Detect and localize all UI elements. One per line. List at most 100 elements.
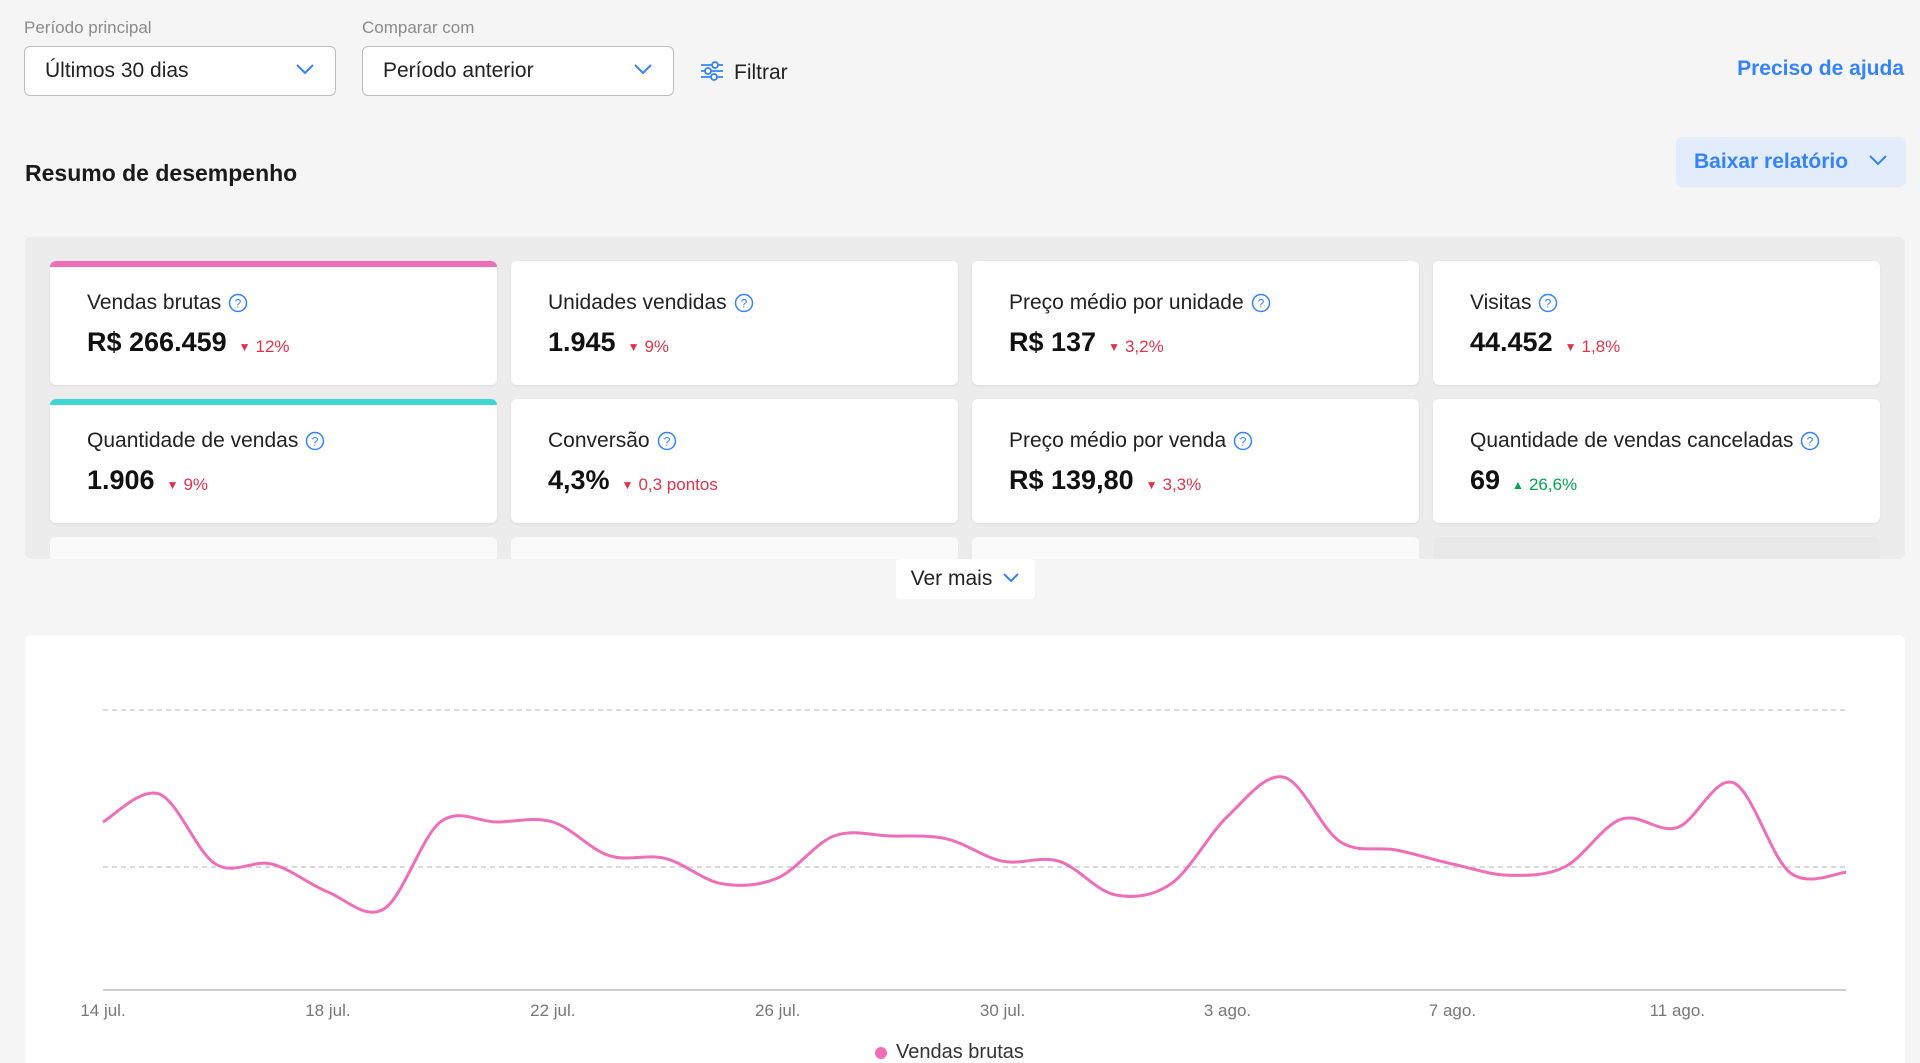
- metric-card-placeholder: [1433, 537, 1880, 559]
- metric-card[interactable]: Conversão ? 4,3% ▼ 0,3 pontos: [511, 399, 958, 523]
- metric-row: 1.945 ▼ 9%: [548, 327, 958, 358]
- triangle-down-icon: ▼: [166, 478, 179, 492]
- svg-text:?: ?: [663, 435, 670, 449]
- metric-delta: ▼ 9%: [167, 475, 208, 495]
- compare-period-field: Comparar com Período anterior: [362, 18, 674, 96]
- compare-period-label: Comparar com: [362, 18, 475, 37]
- sales-line-chart: 14 jul. 18 jul. 22 jul. 26 jul. 30 jul. 3 ago…: [80, 709, 1847, 1020]
- legend-dot: [875, 1046, 887, 1059]
- help-icon[interactable]: ?: [1233, 431, 1253, 451]
- svg-text:?: ?: [1545, 297, 1552, 311]
- legend-label: Vendas brutas: [896, 1041, 1024, 1063]
- help-icon[interactable]: ?: [1251, 293, 1271, 313]
- metric-label: Preço médio por unidade: [1009, 291, 1244, 314]
- primary-period-select[interactable]: Últimos 30 dias: [24, 46, 336, 96]
- filters-bar: Período principal Últimos 30 dias Compar…: [24, 18, 788, 96]
- help-icon[interactable]: ?: [657, 431, 677, 451]
- metric-card[interactable]: Vendas brutas ? R$ 266.459 ▼ 12%: [50, 261, 497, 385]
- metric-card[interactable]: Quantidade de vendas ? 1.906 ▼ 9%: [50, 399, 497, 523]
- help-link[interactable]: Preciso de ajuda: [1737, 57, 1904, 80]
- metric-row: 69 ▲ 26,6%: [1470, 465, 1880, 496]
- chevron-down-icon: [1002, 570, 1020, 588]
- filter-label: Filtrar: [734, 61, 788, 84]
- svg-text:?: ?: [312, 435, 319, 449]
- metric-label: Vendas brutas: [87, 291, 222, 314]
- metric-value: R$ 266.459: [87, 327, 227, 357]
- metric-row: 1.906 ▼ 9%: [87, 465, 497, 496]
- x-tick-label: 3 ago.: [1204, 1001, 1251, 1020]
- metric-card[interactable]: Quantidade de vendas canceladas ? 69 ▲ 2…: [1433, 399, 1880, 523]
- metric-value: 1.945: [548, 327, 616, 357]
- metric-delta: ▼ 1,8%: [1565, 337, 1621, 357]
- metric-label: Visitas: [1470, 291, 1532, 314]
- metric-value: R$ 139,80: [1009, 465, 1134, 495]
- metric-value: 4,3%: [548, 465, 610, 495]
- help-icon[interactable]: ?: [305, 431, 325, 451]
- metric-label: Preço médio por venda: [1009, 429, 1227, 452]
- primary-period-label: Período principal: [24, 18, 152, 37]
- metric-title: Vendas brutas ?: [87, 291, 497, 315]
- help-icon[interactable]: ?: [1800, 431, 1820, 451]
- metric-label: Quantidade de vendas canceladas: [1470, 429, 1794, 452]
- compare-period-value: Período anterior: [383, 59, 534, 82]
- x-tick-label: 18 jul.: [305, 1001, 350, 1020]
- see-more-button[interactable]: Ver mais: [896, 559, 1035, 599]
- metric-delta-value: 1,8%: [1581, 337, 1621, 356]
- metric-label: Conversão: [548, 429, 650, 452]
- help-icon[interactable]: ?: [1538, 293, 1558, 313]
- metric-value: 44.452: [1470, 327, 1553, 357]
- metric-card[interactable]: Preço médio por unidade ? R$ 137 ▼ 3,2%: [972, 261, 1419, 385]
- metric-value: 69: [1470, 465, 1501, 495]
- card-accent-bar: [50, 261, 497, 267]
- see-more-label: Ver mais: [910, 567, 993, 590]
- help-icon[interactable]: ?: [228, 293, 248, 313]
- metric-value: R$ 137: [1009, 327, 1097, 357]
- metric-delta: ▼ 0,3 pontos: [622, 475, 718, 495]
- metric-title: Unidades vendidas ?: [548, 291, 958, 315]
- metric-title: Quantidade de vendas ?: [87, 429, 497, 453]
- metric-delta: ▼ 12%: [239, 337, 290, 357]
- metric-card-placeholder: [972, 537, 1419, 559]
- metric-card[interactable]: Visitas ? 44.452 ▼ 1,8%: [1433, 261, 1880, 385]
- metric-delta-value: 9%: [644, 337, 670, 356]
- svg-text:?: ?: [1807, 435, 1814, 449]
- metric-delta: ▼ 9%: [628, 337, 669, 357]
- compare-period-select[interactable]: Período anterior: [362, 46, 674, 96]
- metric-delta-value: 3,2%: [1124, 337, 1164, 356]
- metric-row: R$ 266.459 ▼ 12%: [87, 327, 497, 358]
- metric-row: 4,3% ▼ 0,3 pontos: [548, 465, 958, 496]
- card-accent-bar: [50, 399, 497, 405]
- metric-card[interactable]: Unidades vendidas ? 1.945 ▼ 9%: [511, 261, 958, 385]
- download-report-button[interactable]: Baixar relatório: [1676, 137, 1906, 187]
- triangle-down-icon: ▼: [627, 340, 640, 354]
- primary-period-field: Período principal Últimos 30 dias: [24, 18, 336, 96]
- sales-chart-panel: 14 jul. 18 jul. 22 jul. 26 jul. 30 jul. 3 ago…: [25, 635, 1905, 1063]
- svg-text:?: ?: [1257, 297, 1264, 311]
- metric-title: Visitas ?: [1470, 291, 1880, 315]
- svg-text:?: ?: [235, 297, 242, 311]
- metric-delta: ▲ 26,6%: [1512, 475, 1577, 495]
- metric-row: R$ 137 ▼ 3,2%: [1009, 327, 1419, 358]
- metric-delta-value: 26,6%: [1528, 475, 1578, 494]
- filter-button[interactable]: Filtrar: [700, 56, 788, 90]
- metric-delta-value: 12%: [255, 337, 290, 356]
- metric-delta-value: 9%: [183, 475, 209, 494]
- chevron-down-icon: [1868, 153, 1888, 171]
- triangle-down-icon: ▼: [621, 478, 634, 492]
- chevron-down-icon: [633, 62, 653, 80]
- metric-card[interactable]: Preço médio por venda ? R$ 139,80 ▼ 3,3%: [972, 399, 1419, 523]
- triangle-up-icon: ▲: [1512, 478, 1524, 492]
- sliders-icon: [700, 60, 724, 87]
- x-tick-label: 26 jul.: [755, 1001, 800, 1020]
- x-tick-label: 11 ago.: [1650, 1001, 1705, 1020]
- svg-text:?: ?: [1240, 435, 1247, 449]
- x-tick-label: 30 jul.: [980, 1001, 1025, 1020]
- help-icon[interactable]: ?: [734, 293, 754, 313]
- metric-delta: ▼ 3,2%: [1108, 337, 1164, 357]
- download-report-label: Baixar relatório: [1694, 150, 1849, 173]
- x-tick-label: 14 jul.: [80, 1001, 125, 1020]
- series-line[interactable]: [102, 775, 1847, 914]
- x-tick-label: 22 jul.: [530, 1001, 575, 1020]
- metric-value: 1.906: [87, 465, 155, 495]
- metric-card-placeholder: [511, 537, 958, 559]
